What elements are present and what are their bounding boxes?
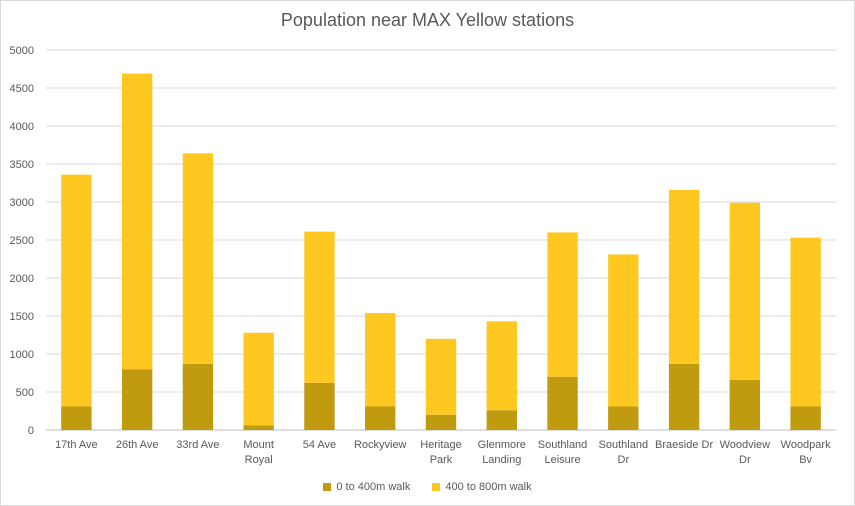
bar-southland-leisure-series-1 xyxy=(547,232,578,377)
bar-southland-leisure-series-0 xyxy=(547,376,578,430)
x-tick-label: Dr xyxy=(739,454,751,466)
bar-17th-ave-series-0 xyxy=(61,406,92,430)
y-tick-label-2000: 2000 xyxy=(10,273,34,285)
bar-woodview-dr-series-0 xyxy=(729,379,761,430)
bar-mount-royal-series-1 xyxy=(243,332,274,426)
y-tick-label-3500: 3500 xyxy=(10,159,34,171)
x-tick-label: Rockyview xyxy=(354,439,407,451)
x-tick-label: Southland xyxy=(599,439,649,451)
bar-woodpark-bv-series-0 xyxy=(790,406,821,430)
legend-label-400-800m: 400 to 800m walk xyxy=(445,481,532,493)
bar-woodpark-bv-series-1 xyxy=(790,237,821,407)
bar-17th-ave-series-1 xyxy=(61,174,92,407)
x-tick-label: Mount xyxy=(243,439,274,451)
bar-heritage-park-series-1 xyxy=(425,338,457,415)
bar-rockyview-series-0 xyxy=(365,406,396,430)
x-tick-label: Dr xyxy=(618,454,630,466)
bar-heritage-park-series-0 xyxy=(425,414,457,430)
x-tick-label: Park xyxy=(430,454,453,466)
bar-mount-royal-series-0 xyxy=(243,425,274,430)
y-tick-label-1000: 1000 xyxy=(10,349,34,361)
legend-item-400-800m: 400 to 800m walk xyxy=(432,481,532,493)
x-tick-label: Bv xyxy=(799,454,812,466)
y-tick-label-3000: 3000 xyxy=(10,197,34,209)
legend-label-0-400m: 0 to 400m walk xyxy=(336,481,411,493)
x-tick-label: Southland xyxy=(538,439,588,451)
bar-54-ave-series-1 xyxy=(304,231,335,383)
bar-33rd-ave-series-0 xyxy=(182,363,214,430)
bar-glenmore-landing-series-0 xyxy=(486,410,517,430)
x-tick-label: Heritage xyxy=(420,439,462,451)
bar-southland-dr-series-1 xyxy=(608,254,639,407)
y-tick-label-5000: 5000 xyxy=(10,45,34,57)
bar-braeside-dr-series-1 xyxy=(668,189,700,364)
chart-legend: 0 to 400m walk 400 to 800m walk xyxy=(0,481,855,493)
x-tick-label: 54 Ave xyxy=(303,439,336,451)
legend-swatch-400-800m xyxy=(432,483,441,491)
legend-swatch-0-400m xyxy=(323,483,332,491)
bar-southland-dr-series-0 xyxy=(608,406,639,430)
x-tick-label: Woodview xyxy=(720,439,771,451)
chart-title: Population near MAX Yellow stations xyxy=(280,10,575,30)
x-tick-label: 33rd Ave xyxy=(176,439,219,451)
y-tick-label-4500: 4500 xyxy=(10,83,34,95)
x-tick-label: Braeside Dr xyxy=(655,439,713,451)
x-tick-label: Glenmore xyxy=(478,439,526,451)
y-tick-label-2500: 2500 xyxy=(10,235,34,247)
bar-54-ave-series-0 xyxy=(304,382,335,430)
x-tick-label: Landing xyxy=(482,454,521,466)
bar-woodview-dr-series-1 xyxy=(729,202,761,380)
y-tick-label-1500: 1500 xyxy=(10,311,34,323)
bar-glenmore-landing-series-1 xyxy=(486,321,517,411)
y-tick-label-0: 0 xyxy=(28,425,34,437)
x-tick-label: Leisure xyxy=(544,454,580,466)
y-tick-label-500: 500 xyxy=(16,387,34,399)
bar-26th-ave-series-1 xyxy=(121,73,153,370)
x-tick-label: 26th Ave xyxy=(116,439,159,451)
bar-braeside-dr-series-0 xyxy=(668,363,700,430)
x-tick-label: 17th Ave xyxy=(55,439,98,451)
bar-33rd-ave-series-1 xyxy=(182,153,214,364)
x-tick-label: Woodpark xyxy=(781,439,831,451)
bar-26th-ave-series-0 xyxy=(121,369,153,430)
legend-item-0-400m: 0 to 400m walk xyxy=(323,481,410,493)
y-tick-label-4000: 4000 xyxy=(10,121,34,133)
bar-rockyview-series-1 xyxy=(365,312,396,407)
x-tick-label: Royal xyxy=(245,454,273,466)
